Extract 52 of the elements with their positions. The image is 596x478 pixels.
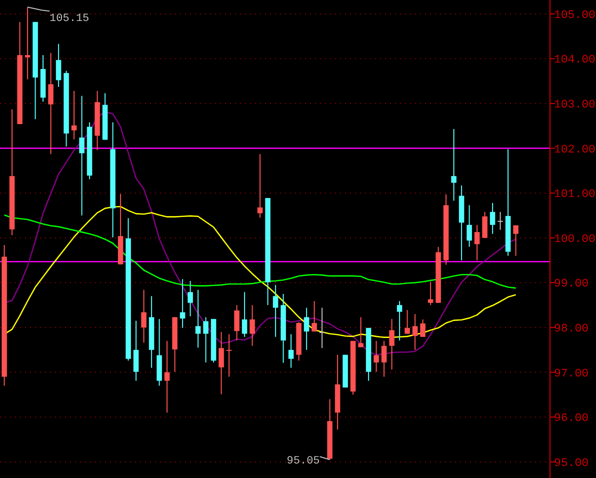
candlestick — [396, 300, 402, 341]
y-tick-label: 105.00 — [554, 8, 596, 22]
candlestick — [312, 300, 317, 332]
candlestick — [71, 90, 77, 140]
annotation: 95.05 — [286, 456, 320, 468]
y-tick-label: 101.00 — [554, 188, 596, 202]
candlestick — [490, 202, 496, 234]
candlestick — [234, 304, 240, 341]
candlestick — [304, 307, 310, 350]
candlestick — [141, 289, 146, 344]
candlestick — [498, 211, 503, 230]
candlestick — [24, 6, 30, 80]
candlestick — [226, 334, 232, 378]
candlestick — [48, 52, 54, 155]
candlestick — [474, 224, 480, 261]
y-tick-label: 96.00 — [554, 412, 589, 426]
candlestick — [389, 318, 394, 370]
candlestick — [412, 314, 418, 350]
candlestick — [404, 310, 410, 334]
candlestick — [203, 316, 208, 363]
y-tick-label: 102.00 — [554, 143, 596, 156]
candlestick — [218, 331, 224, 395]
candlestick — [79, 95, 84, 216]
y-tick-label: 100.00 — [554, 232, 596, 246]
candlestick — [288, 334, 294, 368]
candlestick — [358, 316, 364, 348]
candlestick — [56, 43, 62, 88]
candlestick — [242, 292, 248, 338]
y-tick-label: 103.00 — [554, 98, 596, 112]
candlestick — [164, 340, 170, 414]
candlestick — [420, 318, 426, 338]
y-tick-label: 104.00 — [554, 54, 596, 67]
y-tick-label: 95.00 — [554, 456, 589, 470]
candlestick — [250, 304, 255, 346]
y-tick-label: 98.00 — [554, 322, 589, 336]
candlestick — [319, 307, 325, 349]
candlestick — [381, 340, 387, 378]
y-tick-label: 99.00 — [554, 278, 589, 291]
annotation: 105.15 — [50, 13, 90, 26]
candlestick — [374, 340, 379, 372]
candlestick — [466, 204, 472, 248]
candlestick — [188, 280, 193, 317]
candlestick — [272, 284, 278, 338]
candlestick — [180, 278, 186, 328]
line-series — [4, 214, 516, 289]
candlestick — [428, 281, 434, 306]
candlestick — [451, 128, 456, 202]
candlestick — [482, 211, 488, 238]
y-tick-label: 97.00 — [554, 367, 589, 380]
candlestick — [133, 320, 139, 382]
candlestick — [195, 289, 201, 348]
candlestick — [513, 224, 518, 256]
